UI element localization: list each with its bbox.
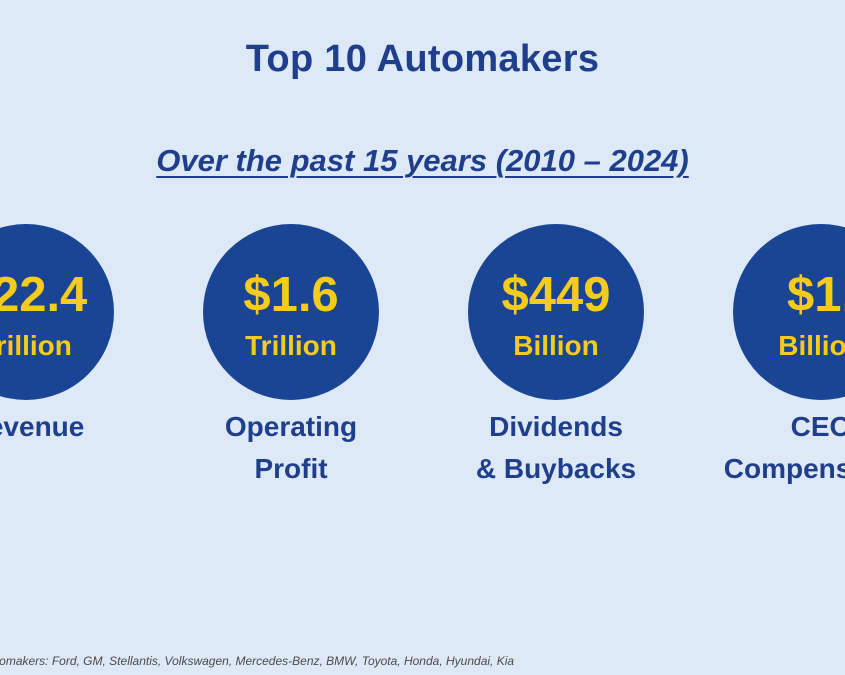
stat-label-line2: Compensation <box>723 453 845 484</box>
stat-label-line1: Operating <box>224 411 358 442</box>
stat-revenue: $22.4 Trillion Revenue <box>0 224 114 442</box>
stat-circle: $22.4 Trillion <box>0 224 114 400</box>
stat-unit: Trillion <box>0 330 72 361</box>
stat-circle: $449 Billion <box>468 224 644 400</box>
stat-ceo-compensation: $1. Billion CEO Compensation <box>724 224 845 484</box>
slide-subtitle: Over the past 15 years (2010 – 2024) <box>156 143 689 178</box>
stat-unit: Billion <box>513 330 599 361</box>
stat-label: Operating Profit <box>143 406 439 490</box>
stat-label: Dividends & Buybacks <box>408 406 704 490</box>
stat-dividends-buybacks: $449 Billion Dividends & Buybacks <box>468 224 644 484</box>
slide-title: Top 10 Automakers <box>245 38 600 80</box>
stat-label-line2: & Buybacks <box>475 453 637 484</box>
footnote: Top 10 Automakers: Ford, GM, Stellantis,… <box>0 654 515 668</box>
stat-label: Revenue <box>0 406 174 448</box>
stat-unit: Trillion <box>245 330 337 361</box>
stat-label-line1: CEO <box>790 411 845 442</box>
stat-label-line2: Profit <box>254 453 328 484</box>
stat-amount: $1. <box>786 268 845 322</box>
stat-amount: $22.4 <box>0 268 88 322</box>
stat-circle: $1. Billion <box>733 224 845 400</box>
stat-label-line1: Dividends <box>489 411 623 442</box>
stat-label: CEO Compensation <box>673 406 845 490</box>
stat-operating-profit: $1.6 Trillion Operating Profit <box>203 224 379 484</box>
stat-amount: $449 <box>501 268 611 322</box>
stat-circle: $1.6 Trillion <box>203 224 379 400</box>
stat-label-line1: Revenue <box>0 411 85 442</box>
stat-unit: Billion <box>778 330 845 361</box>
stat-amount: $1.6 <box>243 268 339 322</box>
